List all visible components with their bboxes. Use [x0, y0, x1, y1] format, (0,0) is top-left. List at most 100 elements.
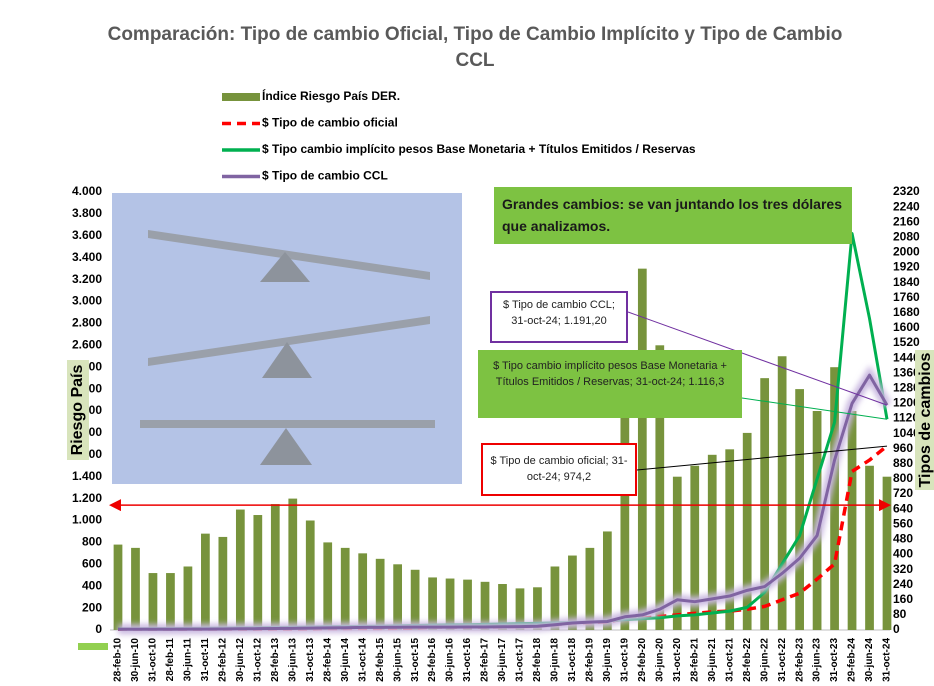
x-tick-label: 28-feb-23 — [794, 638, 805, 682]
x-tick-label: 28-feb-13 — [270, 638, 281, 682]
y2-tick-label: 1680 — [893, 305, 920, 319]
x-tick-label: 28-feb-10 — [113, 638, 124, 682]
bar — [428, 577, 437, 630]
x-tick-label: 30-jun-19 — [602, 638, 613, 682]
y2-tick-label: 1520 — [893, 335, 920, 349]
x-tick-label: 28-feb-19 — [585, 638, 596, 682]
bar — [637, 268, 647, 630]
bar — [742, 432, 752, 630]
bar — [655, 345, 665, 630]
annotation: $ Tipo de cambio CCL; 31-oct-24; 1.191,2… — [490, 291, 628, 343]
y2-tick-label: 800 — [893, 471, 913, 485]
bar — [148, 573, 158, 630]
y2-tick-label: 1360 — [893, 365, 920, 379]
x-tick-label: 31-oct-19 — [619, 638, 630, 682]
bar — [235, 509, 245, 630]
bar — [602, 531, 612, 630]
x-tick-label: 31-oct-16 — [462, 638, 473, 682]
x-tick-label: 30-jun-13 — [287, 638, 298, 682]
bar — [690, 465, 700, 630]
bar — [358, 553, 368, 630]
bar — [375, 558, 385, 630]
y2-tick-label: 1760 — [893, 290, 920, 304]
bar — [533, 587, 542, 630]
y2-tick-label: 2160 — [893, 214, 920, 228]
y2-axis-title-bg — [915, 350, 934, 490]
y2-tick-label: 400 — [893, 547, 913, 561]
legend-swatch — [222, 93, 260, 101]
x-tick-label: 29-feb-24 — [847, 638, 858, 682]
x-tick-label: 30-jun-22 — [759, 638, 770, 682]
y2-tick-label: 160 — [893, 592, 913, 606]
x-tick-label: 31-oct-13 — [305, 638, 316, 682]
y-tick-label: 1.000 — [72, 513, 102, 527]
y-tick-label: 1.400 — [72, 469, 102, 483]
bar — [550, 566, 560, 630]
y-tick-label: 2.800 — [72, 316, 102, 330]
legend-label: $ Tipo de cambio CCL — [262, 169, 388, 183]
y2-tick-label: 0 — [893, 622, 900, 636]
stock-image — [112, 193, 462, 484]
x-tick-label: 30-jun-18 — [550, 638, 561, 682]
annotation: $ Tipo cambio implícito pesos Base Monet… — [478, 350, 742, 418]
y2-tick-label: 1120 — [893, 411, 919, 425]
y2-tick-label: 480 — [893, 532, 913, 546]
x-tick-label: 31-oct-20 — [672, 638, 683, 682]
x-tick-label: 31-oct-24 — [882, 638, 893, 682]
y2-tick-label: 2080 — [893, 229, 920, 243]
bar — [445, 578, 455, 630]
annotation-connector — [636, 445, 888, 471]
bar — [393, 564, 403, 630]
bar — [865, 465, 874, 630]
y2-tick-label: 720 — [893, 486, 913, 500]
annotation: Grandes cambios: se van juntando los tre… — [494, 187, 852, 244]
x-tick-label: 31-oct-23 — [829, 638, 840, 682]
y2-tick-label: 1840 — [893, 275, 920, 289]
bar — [305, 520, 315, 630]
bar — [847, 411, 857, 630]
bar — [830, 367, 839, 630]
x-tick-label: 28-feb-21 — [689, 638, 700, 682]
x-tick-label: 28-feb-11 — [165, 638, 176, 682]
x-tick-label: 30-jun-10 — [130, 638, 141, 682]
annotation-connector — [741, 397, 888, 420]
bar — [218, 536, 228, 630]
bar — [620, 411, 630, 630]
y-tick-label: 1.200 — [72, 491, 102, 505]
y-tick-label: 200 — [82, 600, 102, 614]
x-tick-label: 30-jun-16 — [445, 638, 456, 682]
y-tick-label: 3.600 — [72, 228, 102, 242]
bar — [270, 504, 280, 630]
bar — [777, 356, 787, 630]
y2-tick-label: 1040 — [893, 426, 920, 440]
y2-tick-label: 1920 — [893, 260, 920, 274]
bar — [672, 476, 682, 630]
y-tick-label: 3.000 — [72, 294, 102, 308]
y2-tick-label: 880 — [893, 456, 913, 470]
y2-tick-label: 960 — [893, 441, 913, 455]
x-tick-label: 31-oct-14 — [357, 638, 368, 682]
bar — [585, 547, 595, 630]
x-tick-label: 31-oct-18 — [567, 638, 578, 682]
y2-tick-label: 80 — [893, 607, 907, 621]
y2-tick-label: 2240 — [893, 199, 920, 213]
y2-axis-title: Tipos de cambios — [915, 350, 934, 490]
x-tick-label: 28-feb-17 — [480, 638, 491, 682]
bar — [323, 542, 333, 630]
x-tick-label: 28-feb-15 — [375, 638, 386, 682]
y-axis-title: Riesgo País — [67, 360, 89, 460]
bar — [340, 547, 350, 630]
bar — [410, 569, 420, 630]
x-tick-label: 31-oct-21 — [724, 638, 735, 682]
y-tick-label: 400 — [82, 578, 102, 592]
annotation-connector — [627, 311, 888, 406]
x-tick-label: 28-feb-14 — [322, 638, 333, 682]
y2-tick-label: 560 — [893, 516, 913, 530]
bar — [201, 533, 210, 630]
x-tick-label: 31-oct-22 — [777, 638, 788, 682]
bar — [725, 449, 735, 630]
annotation: $ Tipo de cambio oficial; 31-oct-24; 974… — [481, 443, 637, 496]
bar — [480, 581, 490, 630]
x-tick-label: 30-jun-14 — [340, 638, 351, 682]
